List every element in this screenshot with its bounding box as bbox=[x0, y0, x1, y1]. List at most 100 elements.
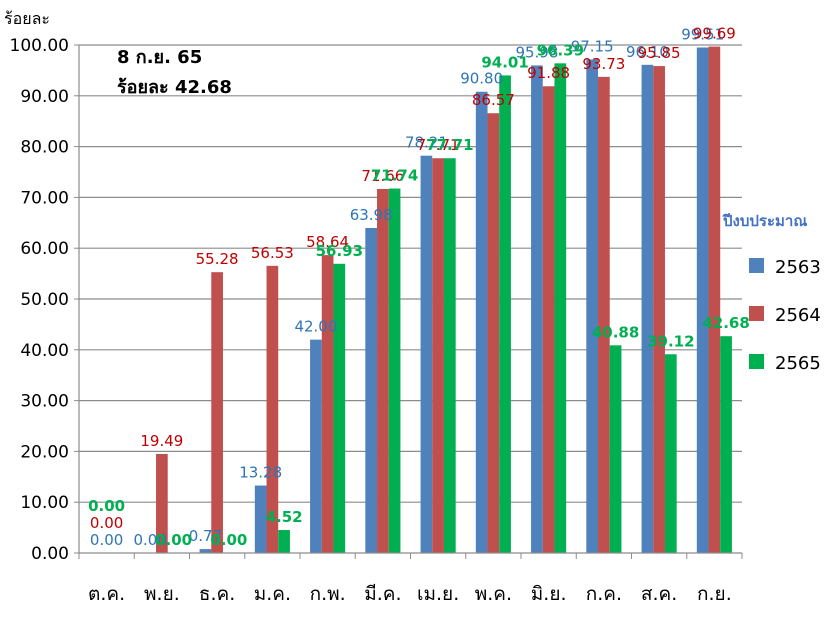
legend: 2563 2564 2565 bbox=[749, 257, 821, 374]
data-label-2565-2: 0.00 bbox=[210, 531, 247, 549]
bar-2563-11 bbox=[696, 47, 709, 554]
bar-2564-10 bbox=[653, 66, 665, 553]
data-label-2564-3: 56.53 bbox=[251, 244, 294, 262]
bar-2564-3 bbox=[266, 265, 279, 553]
data-label-2565-0: 0.00 bbox=[88, 497, 125, 515]
y-tick-label: 50.00 bbox=[20, 290, 69, 310]
bar-2564-5 bbox=[377, 188, 389, 553]
data-label-2563-4: 42.00 bbox=[294, 318, 337, 336]
bar-2564-2 bbox=[211, 272, 223, 553]
bar-2563-5 bbox=[365, 227, 378, 553]
y-tick-label: 100.00 bbox=[10, 36, 69, 56]
data-label-2563-9: 97.15 bbox=[571, 37, 614, 55]
data-label-2563-2: 0.77 bbox=[189, 527, 222, 545]
bar-2563-9 bbox=[586, 59, 599, 554]
x-tick-label: ก.ย. bbox=[697, 583, 732, 605]
data-label-2565-10: 39.12 bbox=[647, 332, 694, 350]
data-label-2563-8: 95.98 bbox=[515, 43, 558, 61]
data-label-2563-10: 96.10 bbox=[626, 43, 669, 61]
data-label-2565-3: 4.52 bbox=[266, 508, 303, 526]
y-tick-label: 10.00 bbox=[20, 493, 69, 513]
legend-swatch-2563 bbox=[749, 258, 764, 273]
bar-2564-4 bbox=[321, 255, 334, 553]
bar-2564-7 bbox=[487, 113, 500, 554]
x-tick-label: ก.ค. bbox=[586, 583, 622, 605]
bar-2563-10 bbox=[641, 64, 654, 553]
data-label-2564-0: 0.00 bbox=[90, 514, 123, 532]
data-label-2564-11: 99.69 bbox=[693, 25, 736, 43]
x-tick-label: มี.ค. bbox=[364, 583, 401, 605]
data-label-2565-5: 71.74 bbox=[371, 167, 418, 185]
x-tick-label: ก.พ. bbox=[310, 583, 346, 605]
y-tick-label: 30.00 bbox=[20, 392, 69, 412]
bar-2563-4 bbox=[310, 339, 322, 553]
y-tick-label: 90.00 bbox=[20, 87, 69, 107]
legend-swatch-2565 bbox=[749, 354, 764, 369]
x-tick-label: ธ.ค. bbox=[199, 583, 235, 605]
x-tick-label: ต.ค. bbox=[88, 583, 125, 605]
x-tick-label: ส.ค. bbox=[641, 583, 677, 605]
data-label-2564-1: 19.49 bbox=[140, 432, 183, 450]
bar-2564-1 bbox=[156, 453, 168, 553]
data-label-2564-10: 95.85 bbox=[638, 44, 681, 62]
data-label-2565-4: 56.93 bbox=[316, 242, 363, 260]
data-label-2563-0: 0.00 bbox=[90, 531, 123, 549]
legend-swatch-2564 bbox=[749, 306, 764, 321]
annotation-date: 8 ก.ย. 65 bbox=[117, 47, 202, 68]
data-label-2565-6: 77.71 bbox=[426, 136, 473, 154]
data-label-2563-3: 13.28 bbox=[239, 464, 282, 482]
bar-2563-3 bbox=[254, 485, 267, 553]
data-label-2565-7: 94.01 bbox=[481, 53, 528, 71]
data-label-2563-11: 99.51 bbox=[681, 25, 724, 43]
y-axis-label: ร้อยละ bbox=[4, 9, 50, 28]
bar-2564-9 bbox=[598, 76, 610, 554]
x-tick-label: มิ.ย. bbox=[531, 583, 567, 605]
bar-2565-3 bbox=[278, 530, 290, 553]
data-labels: 0.00 0.00 0.7713.2842.0063.9878.2190.8095.… bbox=[88, 25, 750, 549]
data-label-2564-5: 71.66 bbox=[361, 167, 404, 185]
grid bbox=[79, 44, 742, 503]
y-tick-label: 0.00 bbox=[31, 544, 69, 564]
legend-label-2564: 2564 bbox=[775, 305, 821, 326]
y-tick-label: 60.00 bbox=[20, 239, 69, 259]
bars bbox=[156, 46, 732, 554]
data-label-2564-4: 58.64 bbox=[306, 233, 349, 251]
data-label-2564-7: 86.57 bbox=[472, 91, 515, 109]
data-label-2565-11: 42.68 bbox=[702, 314, 749, 332]
y-tick-label: 80.00 bbox=[20, 138, 69, 158]
data-label-2563-1: 0.00 bbox=[133, 531, 166, 549]
x-tick-label: เม.ย. bbox=[417, 583, 459, 605]
bar-2564-11 bbox=[708, 46, 721, 553]
y-tick-label: 20.00 bbox=[20, 442, 69, 462]
data-label-2564-2: 55.28 bbox=[196, 250, 239, 268]
bar-2563-7 bbox=[475, 91, 488, 554]
data-label-2564-9: 93.73 bbox=[582, 55, 625, 73]
bar-2564-8 bbox=[542, 86, 555, 553]
x-tick-label: พ.ค. bbox=[475, 583, 512, 605]
bar-2563-8 bbox=[531, 65, 543, 553]
x-tick-label: ม.ค. bbox=[254, 583, 291, 605]
annotation-percent: ร้อยละ 42.68 bbox=[117, 77, 232, 98]
bar-2565-11 bbox=[720, 336, 732, 553]
axes: 0.00 10.00 20.00 30.00 40.00 50.00 60.00 70.00 8… bbox=[10, 36, 743, 605]
bar-2565-9 bbox=[609, 345, 622, 553]
data-label-2563-7: 90.80 bbox=[460, 70, 503, 88]
y-tick-label: 40.00 bbox=[20, 341, 69, 361]
data-label-2564-8: 91.88 bbox=[527, 64, 570, 82]
bar-2563-2 bbox=[199, 549, 212, 553]
data-label-2565-9: 40.88 bbox=[592, 323, 639, 341]
bar-2565-10 bbox=[664, 354, 677, 553]
bar-2565-6 bbox=[443, 158, 456, 553]
legend-title: ปีงบประมาณ bbox=[722, 212, 807, 230]
legend-label-2565: 2565 bbox=[775, 353, 821, 374]
bar-2565-5 bbox=[388, 188, 401, 554]
data-label-2563-5: 63.98 bbox=[350, 206, 393, 224]
legend-label-2563: 2563 bbox=[775, 257, 821, 278]
bar-2563-6 bbox=[420, 155, 433, 553]
bar-2565-7 bbox=[499, 75, 511, 553]
bar-2565-8 bbox=[554, 63, 567, 553]
bar-2565-4 bbox=[333, 263, 346, 553]
data-label-2564-6: 77.71 bbox=[417, 136, 460, 154]
bar-2564-6 bbox=[432, 158, 444, 553]
